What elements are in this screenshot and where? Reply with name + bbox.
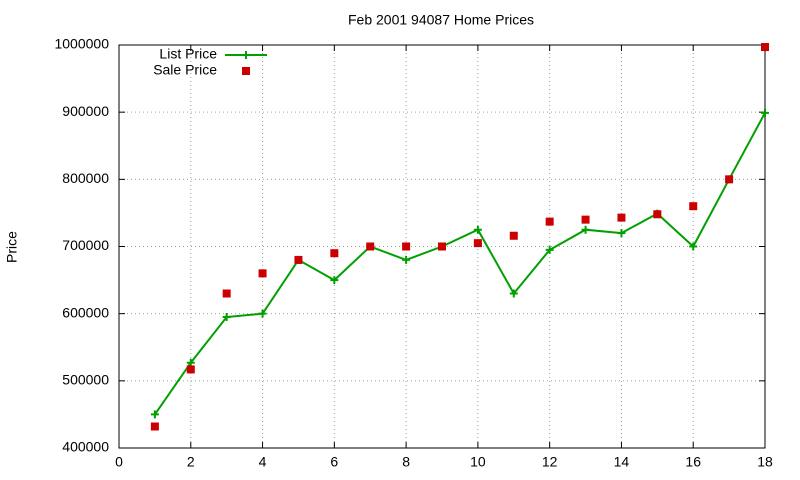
x-tick-label: 8 [402,454,410,470]
point-marker [150,410,159,419]
point-marker [617,213,626,222]
point-marker [402,242,411,251]
point-marker [581,215,590,224]
data-line [154,112,766,415]
legend-label: Sale Price [153,62,217,78]
point-marker [689,202,698,211]
point-marker [689,242,698,251]
x-tick-label: 16 [685,454,701,470]
point-marker [258,269,267,278]
point-marker [222,313,231,322]
y-tick-label: 400000 [62,439,109,455]
point-marker [761,43,769,52]
y-tick-label: 500000 [62,372,109,388]
x-tick-label: 6 [330,454,338,470]
x-tick-label: 12 [542,454,558,470]
y-tick-label: 600000 [62,304,109,320]
point-marker [653,210,662,219]
point-marker [366,242,375,251]
y-axis-label: Price [4,231,20,263]
y-tick-label: 1000000 [54,36,109,52]
y-tick-label: 700000 [62,237,109,253]
x-tick-label: 18 [757,454,773,470]
point-marker [509,289,518,298]
point-marker [545,217,554,226]
point-marker [473,239,482,248]
y-tick-label: 900000 [62,103,109,119]
x-tick-label: 0 [115,454,123,470]
point-marker [294,255,303,264]
point-marker [330,276,339,285]
plot-frame [118,44,766,449]
y-tick-label: 800000 [62,170,109,186]
point-marker [545,245,554,254]
point-marker [438,242,446,251]
legend-swatch [242,51,250,59]
x-tick-label: 4 [259,454,267,470]
point-marker [761,108,769,117]
x-tick-label: 10 [470,454,486,470]
point-marker [258,309,267,318]
legend-swatch [242,67,250,75]
point-marker [222,289,231,298]
point-marker [509,231,518,240]
legend-label: List Price [159,46,217,62]
point-marker [150,422,159,431]
point-marker [186,365,195,374]
point-marker [186,358,195,367]
point-marker [330,249,339,258]
point-marker [725,175,734,184]
point-marker [473,225,482,234]
point-marker [402,255,411,264]
x-tick-label: 2 [187,454,195,470]
point-marker [617,229,626,238]
x-tick-label: 14 [614,454,630,470]
chart-title: Feb 2001 94087 Home Prices [348,12,534,28]
point-marker [581,225,590,234]
